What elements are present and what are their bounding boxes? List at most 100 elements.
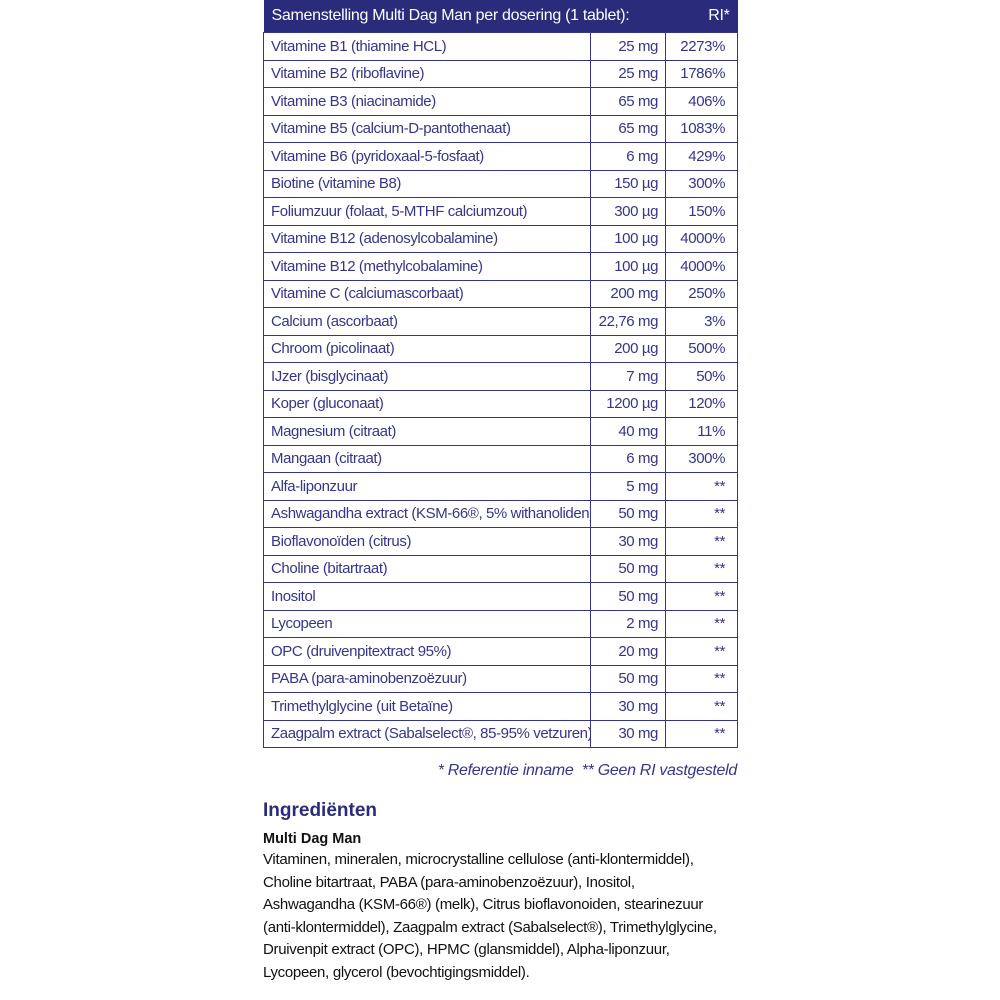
table-row: Vitamine B12 (adenosylcobalamine) 100 µg 4… [263, 224, 739, 253]
nutrient-ri: 500% [665, 334, 739, 363]
nutrient-name: Vitamine B12 (adenosylcobalamine) [263, 224, 591, 253]
nutrient-name: Vitamine B2 (riboflavine) [263, 59, 591, 88]
nutrient-ri: 1786% [665, 59, 739, 88]
nutrient-name: Vitamine B12 (methylcobalamine) [263, 252, 591, 281]
ingredients-line: Lycopeen, glycerol (bevochtigingsmiddel)… [263, 963, 530, 981]
nutrient-name: Lycopeen [263, 609, 591, 638]
nutrient-ri: ** [665, 609, 739, 638]
nutrient-amount: 50 mg [589, 499, 667, 528]
nutrient-name: Vitamine B5 (calcium-D-pantothenaat) [263, 114, 591, 143]
nutrient-name: Foliumzuur (folaat, 5-MTHF calciumzout) [263, 197, 591, 226]
nutrient-ri: 4000% [665, 252, 739, 281]
nutrient-ri: ** [665, 499, 739, 528]
ri-header: RI* [665, 0, 738, 33]
nutrient-amount: 150 µg [589, 169, 667, 198]
table-row: Calcium (ascorbaat) 22,76 mg 3% [263, 307, 739, 336]
nutrient-ri: 2273% [665, 32, 739, 61]
nutrient-amount: 30 mg [589, 527, 667, 556]
table-row: Vitamine B12 (methylcobalamine) 100 µg 400… [263, 252, 739, 281]
table-row: Vitamine B2 (riboflavine) 25 mg 1786% [263, 59, 739, 88]
table-row: PABA (para-aminobenzoëzuur) 50 mg ** [263, 664, 739, 693]
nutrient-ri: ** [665, 664, 739, 693]
table-row: Inositol 50 mg ** [263, 582, 739, 611]
nutrient-amount: 50 mg [589, 582, 667, 611]
table-row: Choline (bitartraat) 50 mg ** [263, 554, 739, 583]
nutrient-ri: ** [665, 637, 739, 666]
nutrient-name: IJzer (bisglycinaat) [263, 362, 591, 391]
nutrient-amount: 50 mg [589, 554, 667, 583]
nutrient-amount: 5 mg [589, 472, 667, 501]
nutrient-ri: ** [665, 719, 739, 748]
nutrient-ri: 11% [665, 417, 739, 446]
nutrient-name: PABA (para-aminobenzoëzuur) [263, 664, 591, 693]
nutrient-name: Chroom (picolinaat) [263, 334, 591, 363]
ingredients-text: Vitaminen, mineralen, microcrystalline c… [263, 849, 737, 984]
nutrient-ri: ** [665, 472, 739, 501]
table-row: OPC (druivenpitextract 95%) 20 mg ** [263, 637, 739, 666]
ingredients-line: Vitaminen, mineralen, microcrystalline c… [263, 851, 694, 868]
nutrient-amount: 25 mg [589, 59, 667, 88]
nutrient-amount: 20 mg [589, 637, 667, 666]
table-row: Ashwagandha extract (KSM-66®, 5% withano… [263, 499, 739, 528]
nutrient-name: Calcium (ascorbaat) [263, 307, 591, 336]
nutrient-amount: 100 µg [589, 224, 667, 253]
nutrient-name: Alfa-liponzuur [263, 472, 591, 501]
nutrient-amount: 6 mg [589, 142, 667, 171]
nutrient-name: Vitamine B1 (thiamine HCL) [263, 32, 591, 61]
nutrient-name: Vitamine C (calciumascorbaat) [263, 279, 591, 308]
table-row: Vitamine B1 (thiamine HCL) 25 mg 2273% [263, 32, 739, 61]
nutrient-amount: 200 µg [589, 334, 667, 363]
nutrient-ri: 50% [665, 362, 739, 391]
nutrient-amount: 25 mg [589, 32, 667, 61]
ingredients-product: Multi Dag Man [263, 831, 362, 847]
table-row: Vitamine C (calciumascorbaat) 200 mg 250% [263, 279, 739, 308]
nutrient-name: Inositol [263, 582, 591, 611]
supplement-facts: Samenstelling Multi Dag Man per dosering… [263, 0, 739, 984]
nutrient-amount: 65 mg [589, 87, 667, 116]
nutrient-ri: 250% [665, 279, 739, 308]
ingredients-line: (anti-klontermiddel), Zaagpalm extract (… [263, 918, 717, 936]
table-row: Vitamine B3 (niacinamide) 65 mg 406% [263, 87, 739, 116]
table-row: IJzer (bisglycinaat) 7 mg 50% [263, 362, 739, 391]
table-row: Trimethylglycine (uit Betaïne) 30 mg ** [263, 692, 739, 721]
nutrient-ri: 300% [665, 169, 739, 198]
nutrient-ri: ** [665, 527, 739, 556]
nutrient-name: OPC (druivenpitextract 95%) [263, 637, 591, 666]
ingredients-line: Ashwagandha (KSM-66®) (melk), Citrus bio… [263, 896, 704, 913]
table-row: Lycopeen 2 mg ** [263, 609, 739, 638]
ingredients-line: Choline bitartraat, PABA (para-aminobenz… [263, 873, 635, 891]
nutrient-name: Vitamine B3 (niacinamide) [263, 87, 591, 116]
nutrient-name: Bioflavonoïden (citrus) [263, 527, 591, 556]
nutrient-ri: 406% [665, 87, 739, 116]
nutrient-amount: 50 mg [589, 664, 667, 693]
nutrient-name: Vitamine B6 (pyridoxaal-5-fosfaat) [263, 142, 591, 171]
nutrient-amount: 7 mg [589, 362, 667, 391]
table-row: Bioflavonoïden (citrus) 30 mg ** [263, 527, 739, 556]
nutrient-ri: 120% [665, 389, 739, 418]
table-row: Chroom (picolinaat) 200 µg 500% [263, 334, 739, 363]
table-row: Biotine (vitamine B8) 150 µg 300% [263, 169, 739, 198]
nutrient-amount: 65 mg [589, 114, 667, 143]
table-row: Vitamine B5 (calcium-D-pantothenaat) 65 m… [263, 114, 739, 143]
nutrient-amount: 40 mg [589, 417, 667, 446]
table-row: Zaagpalm extract (Sabalselect®, 85-95% v… [263, 719, 739, 748]
nutrient-ri: ** [665, 692, 739, 721]
nutrient-ri: 300% [665, 444, 739, 473]
nutrient-amount: 300 µg [589, 197, 667, 226]
nutrient-amount: 2 mg [589, 609, 667, 638]
table-row: Koper (gluconaat) 1200 µg 120% [263, 389, 739, 418]
nutrient-ri: 150% [665, 197, 739, 226]
nutrient-amount: 30 mg [589, 692, 667, 721]
nutrient-name: Zaagpalm extract (Sabalselect®, 85-95% v… [263, 719, 591, 748]
nutrient-name: Trimethylglycine (uit Betaïne) [263, 692, 591, 721]
table-row: Mangaan (citraat) 6 mg 300% [263, 444, 739, 473]
composition-table: Samenstelling Multi Dag Man per dosering… [263, 0, 739, 748]
nutrient-amount: 22,76 mg [589, 307, 667, 336]
nutrient-name: Koper (gluconaat) [263, 389, 591, 418]
table-title: Samenstelling Multi Dag Man per dosering… [263, 0, 666, 33]
nutrient-name: Magnesium (citraat) [263, 417, 591, 446]
nutrient-ri: 3% [665, 307, 739, 336]
nutrient-amount: 30 mg [589, 719, 667, 748]
table-row: Alfa-liponzuur 5 mg ** [263, 472, 739, 501]
ingredients-heading: Ingrediënten [263, 800, 378, 821]
